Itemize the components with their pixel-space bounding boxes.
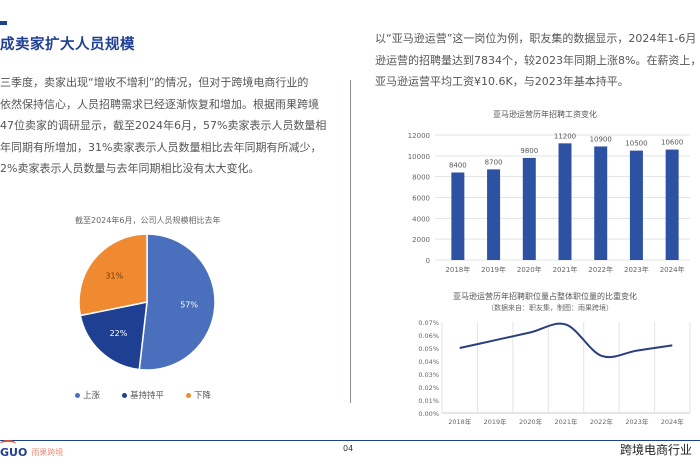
ratio-line bbox=[459, 322, 673, 359]
x-tick-label: 2018年 bbox=[445, 265, 470, 274]
x-tick-label: 2023年 bbox=[624, 265, 649, 274]
pie-slice-label: 22% bbox=[110, 329, 128, 338]
salary-bar-chart: 亚马逊运营历年招聘工资变化 0 2000 4000 6000 8000 10000 1200… bbox=[408, 109, 690, 274]
y-tick-label: 10000 bbox=[408, 153, 430, 161]
pie-chart-title: 截至2024年6月，公司人员规模相比去年 bbox=[75, 216, 221, 225]
pie-chart: 57% 22% 31% bbox=[78, 233, 216, 371]
legend-dot-icon bbox=[122, 392, 128, 398]
y-tick-label: 12000 bbox=[408, 132, 430, 140]
bar bbox=[487, 169, 501, 260]
line-chart-subtitle: （数据来自：职友集，制图：雨果跨境） bbox=[487, 303, 613, 312]
ratio-line-chart: 亚马逊运营历年招聘职位量占整体职位量的比重变化 （数据来自：职友集，制图：雨果跨… bbox=[418, 291, 691, 426]
left-paragraph-line: 三季度，卖家出现“增收不增利”的情况，但对于跨境电商行业的 bbox=[0, 76, 309, 89]
x-tick-label: 2022年 bbox=[590, 417, 614, 426]
bar-value-label: 10900 bbox=[590, 135, 612, 143]
y-tick-label: 0.05% bbox=[418, 345, 439, 353]
bar-value-label: 10500 bbox=[625, 140, 647, 148]
x-tick-label: 2023年 bbox=[625, 417, 649, 426]
logo-sub-text: 雨果跨境 bbox=[31, 448, 64, 457]
y-tick-label: 0.01% bbox=[418, 397, 439, 405]
x-tick-label: 2019年 bbox=[481, 265, 506, 274]
x-tick-label: 2021年 bbox=[553, 265, 578, 274]
title-accent-bar bbox=[0, 21, 7, 25]
left-paragraph-line: 年同期有所增加，31%卖家表示人员数量相比去年同期有所减少， bbox=[0, 140, 322, 154]
legend-item-rise: 上涨 bbox=[75, 389, 100, 401]
pie-slice bbox=[78, 233, 148, 317]
legend-dot-icon bbox=[186, 392, 192, 398]
bar bbox=[665, 149, 679, 260]
bar-value-label: 11200 bbox=[554, 132, 576, 140]
x-tick-label: 2018年 bbox=[448, 417, 472, 426]
pie-slice bbox=[79, 301, 148, 371]
section-title: 成卖家扩大人员规模 bbox=[0, 37, 135, 53]
x-tick-label: 2020年 bbox=[517, 265, 542, 274]
bar-chart-title: 亚马逊运营历年招聘工资变化 bbox=[493, 109, 597, 119]
y-tick-label: 2000 bbox=[412, 236, 430, 244]
pie-legend: 上涨 基持持平 下降 bbox=[75, 389, 211, 401]
x-tick-label: 2024年 bbox=[661, 417, 685, 426]
bar bbox=[629, 150, 643, 260]
footer-title: 跨境电商行业 bbox=[620, 443, 693, 457]
bar-value-label: 8400 bbox=[449, 162, 467, 170]
pie-slice-label: 31% bbox=[105, 271, 123, 280]
brand-logo: GUO 雨果跨境 bbox=[0, 446, 63, 459]
y-tick-label: 6000 bbox=[412, 195, 430, 203]
logo-arc-icon bbox=[0, 440, 16, 448]
y-tick-label: 0.07% bbox=[418, 319, 439, 327]
bar-value-label: 10600 bbox=[661, 139, 683, 147]
x-tick-label: 2021年 bbox=[554, 417, 578, 426]
page-number: 04 bbox=[343, 444, 354, 453]
right-paragraph-line: 以“亚马逊运营”这一岗位为例，职友集的数据显示，2024年1-6月 bbox=[375, 32, 697, 45]
y-tick-label: 0.02% bbox=[418, 384, 439, 392]
pie-slice bbox=[138, 233, 216, 371]
right-paragraph-line: 亚马逊运营平均工资¥10.6K，与2023年基本持平。 bbox=[375, 75, 629, 88]
left-paragraph-line: 47位卖家的调研显示，截至2024年6月，57%卖家表示人员数量相 bbox=[0, 119, 327, 132]
y-tick-label: 0.00% bbox=[418, 410, 439, 418]
left-paragraph-line: 依然保持信心，人员招聘需求已经逐渐恢复和增加。根据雨果跨境 bbox=[0, 97, 319, 111]
y-tick-label: 0.04% bbox=[418, 358, 439, 366]
line-chart-title: 亚马逊运营历年招聘职位量占整体职位量的比重变化 bbox=[453, 291, 637, 301]
left-paragraph: 三季度，卖家出现“增收不增利”的情况，但对于跨境电商行业的 依然保持信心，人员招… bbox=[0, 72, 330, 180]
x-tick-label: 2020年 bbox=[519, 417, 543, 426]
bar bbox=[451, 172, 465, 260]
bar bbox=[558, 143, 572, 260]
y-tick-label: 0 bbox=[426, 257, 430, 265]
pie-slice-label: 57% bbox=[180, 300, 198, 309]
logo-brand-text: GUO bbox=[0, 446, 28, 459]
column-divider bbox=[350, 80, 351, 403]
legend-item-flat: 基持持平 bbox=[122, 389, 164, 401]
y-tick-label: 4000 bbox=[412, 215, 430, 223]
y-tick-label: 0.06% bbox=[418, 332, 439, 340]
right-paragraph-line: 逊运营的招聘量达到7834个，较2023年同期上涨8%。在薪资上，20 bbox=[375, 53, 700, 67]
bar-value-label: 8700 bbox=[485, 158, 503, 166]
footer-divider bbox=[0, 440, 700, 441]
y-tick-label: 0.03% bbox=[418, 371, 439, 379]
x-tick-label: 2019年 bbox=[484, 417, 508, 426]
bar bbox=[522, 157, 536, 260]
legend-dot-icon bbox=[75, 392, 80, 398]
left-paragraph-line: 2%卖家表示人员数量与去年同期相比没有太大变化。 bbox=[0, 162, 260, 175]
x-tick-label: 2022年 bbox=[588, 265, 613, 274]
legend-item-fall: 下降 bbox=[186, 389, 211, 401]
right-paragraph: 以“亚马逊运营”这一岗位为例，职友集的数据显示，2024年1-6月 逊运营的招聘… bbox=[375, 28, 700, 93]
y-tick-label: 8000 bbox=[412, 174, 430, 182]
bar bbox=[594, 146, 608, 260]
x-tick-label: 2024年 bbox=[660, 265, 685, 274]
bar-value-label: 9800 bbox=[520, 147, 538, 155]
